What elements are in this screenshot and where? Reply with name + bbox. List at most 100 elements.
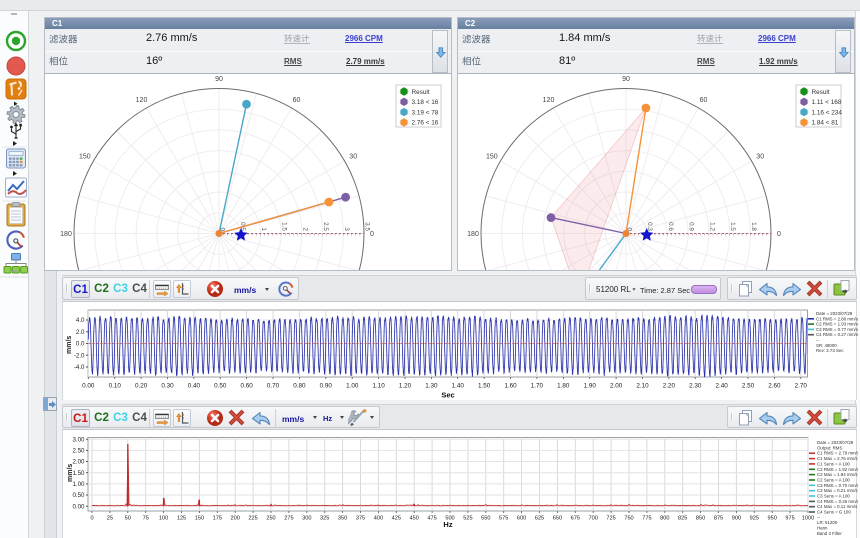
- svg-text:1.30: 1.30: [425, 383, 438, 390]
- svg-text:275: 275: [284, 516, 293, 522]
- svg-text:850: 850: [696, 516, 705, 522]
- svg-text:C1 RMS = 2.80 mm/s: C1 RMS = 2.80 mm/s: [816, 316, 858, 321]
- svg-text:0: 0: [370, 231, 374, 238]
- svg-text:1.50: 1.50: [478, 383, 491, 390]
- svg-text:2.76 < 16: 2.76 < 16: [412, 120, 439, 127]
- svg-text:90: 90: [215, 76, 223, 83]
- svg-text:120: 120: [136, 97, 148, 104]
- svg-text:0.00: 0.00: [72, 503, 85, 510]
- svg-text:700: 700: [589, 516, 598, 522]
- svg-text:0.6: 0.6: [667, 222, 674, 231]
- svg-text:3.19 < 78: 3.19 < 78: [412, 109, 439, 116]
- svg-text:875: 875: [714, 516, 723, 522]
- svg-text:3: 3: [343, 227, 350, 231]
- svg-text:1.20: 1.20: [399, 383, 412, 390]
- svg-text:--: --: [816, 338, 819, 343]
- svg-text:225: 225: [248, 516, 257, 522]
- svg-text:1.70: 1.70: [531, 383, 544, 390]
- svg-text:Rev: 2.73 Sec: Rev: 2.73 Sec: [816, 348, 844, 353]
- svg-text:120: 120: [543, 97, 555, 104]
- svg-text:2.60: 2.60: [768, 383, 781, 390]
- svg-text:mm/s: mm/s: [67, 464, 74, 482]
- svg-text:1.5: 1.5: [281, 222, 288, 231]
- svg-text:1: 1: [260, 227, 267, 231]
- svg-text:125: 125: [177, 516, 186, 522]
- svg-text:200: 200: [231, 516, 240, 522]
- svg-text:500: 500: [445, 516, 454, 522]
- svg-text:1.60: 1.60: [504, 383, 517, 390]
- svg-text:0.3: 0.3: [646, 222, 653, 231]
- svg-text:1.40: 1.40: [452, 383, 465, 390]
- svg-text:3.5: 3.5: [364, 222, 371, 231]
- svg-text:900: 900: [732, 516, 741, 522]
- svg-text:Sec: Sec: [441, 391, 454, 400]
- svg-text:1.80: 1.80: [557, 383, 570, 390]
- svg-text:325: 325: [320, 516, 329, 522]
- svg-text:1.90: 1.90: [584, 383, 597, 390]
- svg-text:1.00: 1.00: [346, 383, 359, 390]
- svg-text:600: 600: [517, 516, 526, 522]
- svg-text:100: 100: [159, 516, 168, 522]
- svg-text:C1 Max = 2.76 mm/s: C1 Max = 2.76 mm/s: [817, 456, 858, 461]
- svg-text:1.11 < 168: 1.11 < 168: [812, 99, 842, 106]
- svg-text:3.00: 3.00: [72, 436, 85, 443]
- svg-text:C3 Max = 0.21 mm/s: C3 Max = 0.21 mm/s: [817, 488, 858, 493]
- svg-text:C4 Max = 0.11 mm/s: C4 Max = 0.11 mm/s: [817, 504, 858, 509]
- svg-text:950: 950: [768, 516, 777, 522]
- svg-text:30: 30: [349, 154, 357, 161]
- svg-text:C3 RMS = 0.70 mm/s: C3 RMS = 0.70 mm/s: [817, 483, 858, 488]
- svg-text:180: 180: [467, 231, 479, 238]
- svg-text:1.2: 1.2: [708, 222, 715, 231]
- svg-text:375: 375: [356, 516, 365, 522]
- svg-text:250: 250: [266, 516, 275, 522]
- svg-text:0: 0: [626, 227, 633, 231]
- svg-text:525: 525: [463, 516, 472, 522]
- svg-text:Hann: Hann: [817, 526, 828, 531]
- svg-text:C2 Max = 1.84 mm/s: C2 Max = 1.84 mm/s: [817, 472, 858, 477]
- svg-text:0.90: 0.90: [320, 383, 333, 390]
- svg-text:150: 150: [486, 154, 498, 161]
- svg-text:Result: Result: [812, 89, 830, 96]
- svg-text:150: 150: [195, 516, 204, 522]
- svg-text:750: 750: [624, 516, 633, 522]
- svg-text:175: 175: [213, 516, 222, 522]
- svg-text:2.00: 2.00: [72, 459, 85, 466]
- svg-text:C3 Sens = A 100: C3 Sens = A 100: [817, 494, 850, 499]
- svg-text:925: 925: [750, 516, 759, 522]
- svg-text:400: 400: [374, 516, 383, 522]
- svg-text:2.0: 2.0: [76, 329, 85, 336]
- svg-text:Date = 2023/07/28: Date = 2023/07/28: [816, 311, 853, 316]
- svg-text:0.9: 0.9: [688, 222, 695, 231]
- svg-text:0.80: 0.80: [293, 383, 306, 390]
- svg-text:1.84 < 81: 1.84 < 81: [812, 120, 839, 127]
- svg-text:0.60: 0.60: [240, 383, 253, 390]
- svg-text:475: 475: [427, 516, 436, 522]
- svg-text:LR: 51200: LR: 51200: [817, 520, 838, 525]
- svg-text:75: 75: [143, 516, 149, 522]
- svg-text:0.00: 0.00: [82, 383, 95, 390]
- svg-text:C2 RMS = 1.93 mm/s: C2 RMS = 1.93 mm/s: [816, 322, 858, 327]
- svg-text:425: 425: [392, 516, 401, 522]
- svg-text:SR: 48000: SR: 48000: [816, 343, 837, 348]
- svg-text:60: 60: [700, 97, 708, 104]
- svg-text:800: 800: [660, 516, 669, 522]
- svg-text:775: 775: [642, 516, 651, 522]
- svg-text:675: 675: [571, 516, 580, 522]
- svg-text:825: 825: [678, 516, 687, 522]
- svg-text:0.50: 0.50: [214, 383, 227, 390]
- svg-text:2.70: 2.70: [795, 383, 808, 390]
- svg-text:450: 450: [410, 516, 419, 522]
- svg-text:25: 25: [107, 516, 113, 522]
- svg-text:2.00: 2.00: [610, 383, 623, 390]
- svg-text:4.0: 4.0: [76, 317, 85, 324]
- svg-text:60: 60: [293, 97, 301, 104]
- svg-text:725: 725: [606, 516, 615, 522]
- svg-text:Result: Result: [412, 89, 430, 96]
- svg-text:350: 350: [338, 516, 347, 522]
- svg-text:0.20: 0.20: [135, 383, 148, 390]
- svg-text:C2 Sens = A 100: C2 Sens = A 100: [817, 478, 850, 483]
- svg-text:C4 Sens = G 100: C4 Sens = G 100: [817, 510, 851, 515]
- svg-text:Band 3 Filter: Band 3 Filter: [817, 531, 842, 536]
- svg-text:2.10: 2.10: [636, 383, 649, 390]
- svg-text:C2 RMS = 1.92 mm/s: C2 RMS = 1.92 mm/s: [817, 467, 858, 472]
